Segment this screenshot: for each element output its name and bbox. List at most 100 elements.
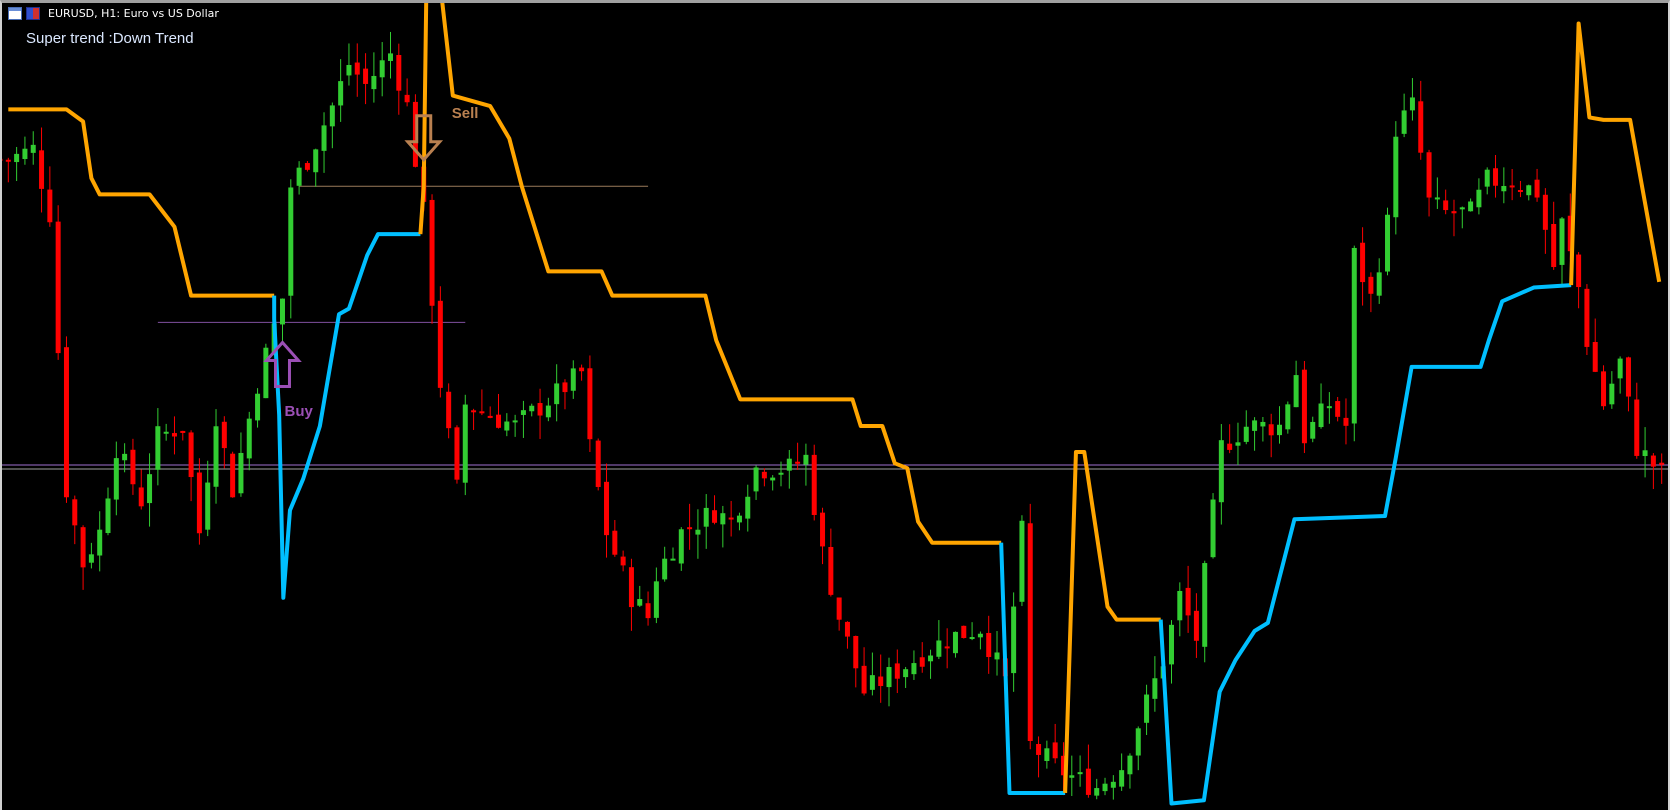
candle-body — [670, 558, 676, 561]
candle-body — [155, 426, 161, 470]
candle — [221, 416, 227, 469]
candle — [504, 413, 510, 437]
candle-body — [986, 632, 992, 658]
candle — [213, 409, 219, 504]
candle — [761, 468, 767, 487]
candle-body — [72, 499, 78, 526]
candle-body — [313, 149, 319, 173]
candle — [1409, 78, 1415, 121]
candle-body — [113, 458, 119, 500]
candle-body — [1135, 728, 1141, 756]
candle — [745, 484, 751, 532]
candle-body — [97, 529, 103, 556]
candle — [296, 161, 302, 195]
candle-body — [171, 433, 177, 437]
candle — [1484, 167, 1490, 195]
candle — [811, 444, 817, 521]
candle-body — [770, 477, 776, 481]
symbol-properties-icon[interactable] — [26, 7, 40, 20]
candle — [354, 43, 360, 97]
candle — [1418, 80, 1424, 160]
candle — [404, 78, 410, 107]
candle-body — [512, 420, 518, 423]
candle-body — [14, 153, 20, 163]
candle-body — [1060, 755, 1066, 776]
candle-body — [1069, 775, 1075, 778]
candle — [1127, 753, 1133, 789]
candle-body — [1551, 223, 1557, 268]
candle — [795, 442, 801, 470]
candle-body — [1310, 421, 1316, 439]
downtrend-line — [440, 0, 1002, 545]
chart-window-icon[interactable] — [8, 7, 22, 20]
candle — [171, 416, 177, 455]
candle — [1085, 744, 1091, 798]
candle — [454, 425, 460, 484]
candle-body — [1659, 462, 1665, 465]
candle — [1019, 515, 1025, 607]
candle-body — [1326, 406, 1332, 409]
candle — [1434, 177, 1440, 209]
candle-body — [1335, 401, 1341, 417]
candle — [1301, 361, 1307, 454]
candle-body — [1592, 342, 1598, 372]
candle-body — [329, 105, 335, 127]
candle — [1135, 726, 1141, 771]
candle-body — [1468, 201, 1474, 212]
candle-body — [1493, 168, 1499, 186]
candle — [653, 567, 659, 624]
candle — [1152, 656, 1158, 712]
candle-body — [387, 53, 393, 61]
candle — [1052, 723, 1058, 764]
candle-body — [1185, 587, 1191, 616]
candle-body — [1102, 783, 1108, 792]
candle — [1534, 168, 1540, 202]
candle-body — [1285, 404, 1291, 430]
candle — [47, 166, 53, 227]
candle — [836, 597, 842, 631]
candle-body — [504, 421, 510, 431]
candle — [977, 631, 983, 650]
candle — [321, 112, 327, 173]
candle-body — [529, 405, 535, 412]
candle — [1268, 413, 1274, 458]
candle — [155, 408, 161, 486]
candle-body — [1085, 768, 1091, 795]
candle — [371, 52, 377, 103]
candle — [1077, 755, 1083, 787]
candle — [1069, 755, 1075, 797]
candle-body — [545, 405, 551, 418]
candle-body — [496, 414, 502, 428]
candle-body — [263, 347, 269, 399]
candle — [39, 127, 45, 213]
candle — [1277, 406, 1283, 444]
candle-body — [437, 300, 443, 388]
candle — [496, 393, 502, 429]
candle-body — [1268, 424, 1274, 436]
candle-body — [288, 187, 294, 296]
candle-body — [1027, 523, 1033, 741]
candle — [1609, 371, 1615, 409]
candle — [878, 654, 884, 703]
buy-label: Buy — [284, 402, 313, 420]
downtrend-line — [418, 0, 429, 235]
candle — [1542, 188, 1548, 254]
candle — [346, 43, 352, 86]
candle-body — [712, 510, 718, 523]
candle — [1027, 503, 1033, 750]
candle — [1235, 422, 1241, 466]
candle — [1119, 753, 1125, 791]
candle-body — [936, 640, 942, 657]
candle — [894, 649, 900, 694]
candle-body — [720, 513, 726, 525]
candle — [1044, 740, 1050, 769]
candle-body — [1351, 247, 1357, 424]
candle-body — [1650, 455, 1656, 467]
candle — [1468, 198, 1474, 212]
candle-body — [1409, 97, 1415, 111]
candle-body — [919, 657, 925, 667]
candle — [529, 403, 535, 417]
candle-body — [1576, 254, 1582, 288]
